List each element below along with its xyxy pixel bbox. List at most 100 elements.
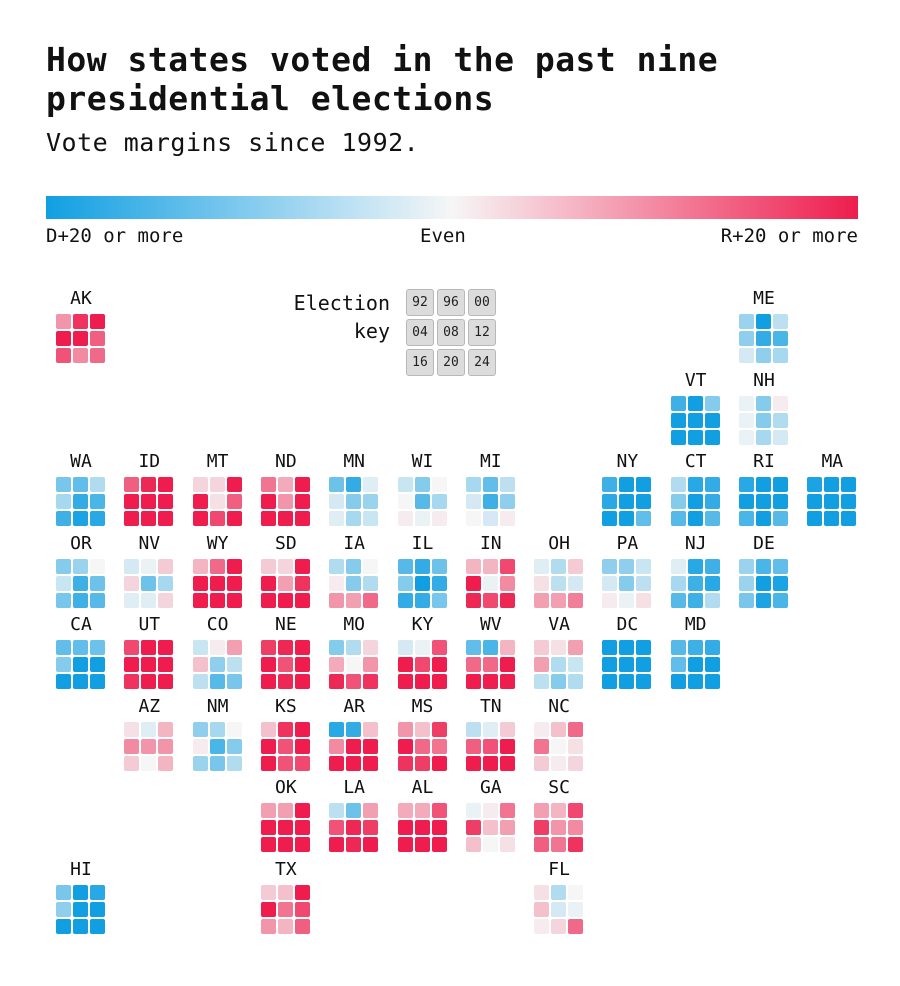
state-margin-grid [670, 558, 720, 608]
state-tn: TN [464, 696, 518, 771]
margin-cell-2008 [141, 738, 157, 754]
margin-cell-2012 [431, 657, 447, 672]
margin-cell-1996 [551, 721, 567, 737]
margin-cell-2000 [704, 640, 720, 655]
color-scale-bar [46, 196, 858, 219]
chart-title: How states voted in the past nine presid… [46, 40, 719, 118]
margin-cell-2020 [619, 511, 635, 526]
margin-cell-2004 [670, 494, 686, 509]
margin-cell-2004 [739, 412, 754, 428]
state-margin-grid [260, 640, 310, 689]
margin-cell-2008 [414, 738, 430, 754]
margin-cell-2020 [346, 511, 362, 526]
margin-cell-1992 [124, 477, 140, 492]
margin-cell-2020 [277, 918, 293, 934]
margin-cell-1996 [277, 884, 293, 900]
margin-cell-2012 [90, 657, 105, 672]
margin-cell-2016 [56, 511, 71, 526]
margin-cell-2004 [534, 738, 550, 754]
state-ca: CA [54, 615, 108, 689]
margin-cell-1992 [465, 640, 481, 655]
margin-cell-2008 [346, 820, 362, 835]
state-ar: AR [327, 696, 381, 771]
margin-cell-2016 [534, 674, 550, 689]
margin-cell-2020 [551, 674, 567, 689]
margin-cell-2008 [687, 657, 703, 672]
margin-cell-2012 [226, 738, 242, 754]
margin-cell-2000 [294, 721, 310, 737]
margin-cell-2000 [773, 395, 788, 411]
state-margin-grid [329, 477, 379, 526]
margin-cell-2024 [294, 674, 310, 689]
state-mi: MI [464, 451, 518, 526]
margin-cell-2016 [260, 511, 276, 526]
margin-cell-2012 [704, 494, 720, 509]
state-margin-grid [192, 558, 242, 608]
state-label: LA [343, 777, 366, 798]
margin-cell-2004 [602, 575, 618, 591]
margin-cell-2016 [56, 348, 71, 363]
state-sc: SC [532, 778, 586, 852]
margin-cell-2020 [73, 511, 88, 526]
margin-cell-2004 [397, 820, 413, 835]
state-label: MI [479, 451, 502, 472]
margin-cell-2004 [56, 657, 71, 672]
margin-cell-2008 [551, 901, 567, 917]
margin-cell-2012 [90, 901, 105, 917]
margin-cell-2020 [482, 755, 498, 771]
margin-cell-2004 [602, 657, 618, 672]
margin-cell-2000 [636, 558, 652, 574]
margin-cell-2016 [260, 837, 276, 852]
state-margin-grid [670, 477, 720, 526]
margin-cell-2012 [363, 738, 379, 754]
margin-cell-2004 [534, 657, 550, 672]
margin-cell-2000 [294, 884, 310, 900]
state-nj: NJ [669, 532, 723, 608]
margin-cell-2004 [56, 331, 71, 346]
margin-cell-1992 [56, 477, 71, 492]
state-label: MN [343, 451, 366, 472]
state-label: NH [753, 369, 775, 391]
margin-cell-2000 [90, 477, 105, 492]
margin-cell-1996 [73, 558, 88, 574]
margin-cell-2008 [209, 657, 225, 672]
margin-cell-2016 [465, 755, 481, 771]
margin-cell-1996 [551, 640, 567, 655]
state-or: OR [54, 533, 108, 608]
margin-cell-2008 [551, 820, 567, 835]
margin-cell-1992 [602, 640, 618, 655]
margin-cell-1996 [687, 558, 703, 574]
margin-cell-2016 [739, 592, 754, 608]
margin-cell-2024 [363, 592, 379, 608]
margin-cell-2016 [670, 592, 686, 608]
margin-cell-1992 [739, 558, 754, 574]
margin-cell-2008 [687, 412, 703, 428]
state-wa: WA [54, 452, 108, 526]
margin-cell-1996 [824, 477, 840, 492]
state-label: NJ [684, 532, 707, 554]
margin-cell-2016 [329, 592, 345, 608]
margin-cell-2016 [56, 918, 71, 934]
state-in: IN [464, 533, 518, 608]
margin-cell-2020 [619, 674, 635, 689]
margin-cell-2020 [141, 674, 157, 689]
margin-cell-2016 [124, 674, 140, 689]
margin-cell-2020 [141, 592, 157, 608]
margin-cell-2012 [568, 901, 584, 917]
margin-cell-2004 [534, 820, 550, 835]
margin-cell-1992 [260, 558, 276, 574]
state-wv: WV [464, 615, 518, 689]
margin-cell-2024 [90, 674, 105, 689]
margin-cell-2012 [226, 657, 242, 672]
margin-cell-2008 [73, 331, 88, 346]
margin-cell-2004 [260, 657, 276, 672]
margin-cell-2020 [551, 837, 567, 852]
margin-cell-2020 [824, 511, 840, 526]
state-oh: OH [532, 533, 586, 608]
state-margin-grid [192, 640, 242, 689]
margin-cell-2004 [124, 494, 140, 509]
margin-cell-2012 [90, 575, 105, 591]
margin-cell-2024 [90, 348, 105, 363]
margin-cell-1996 [73, 477, 88, 492]
